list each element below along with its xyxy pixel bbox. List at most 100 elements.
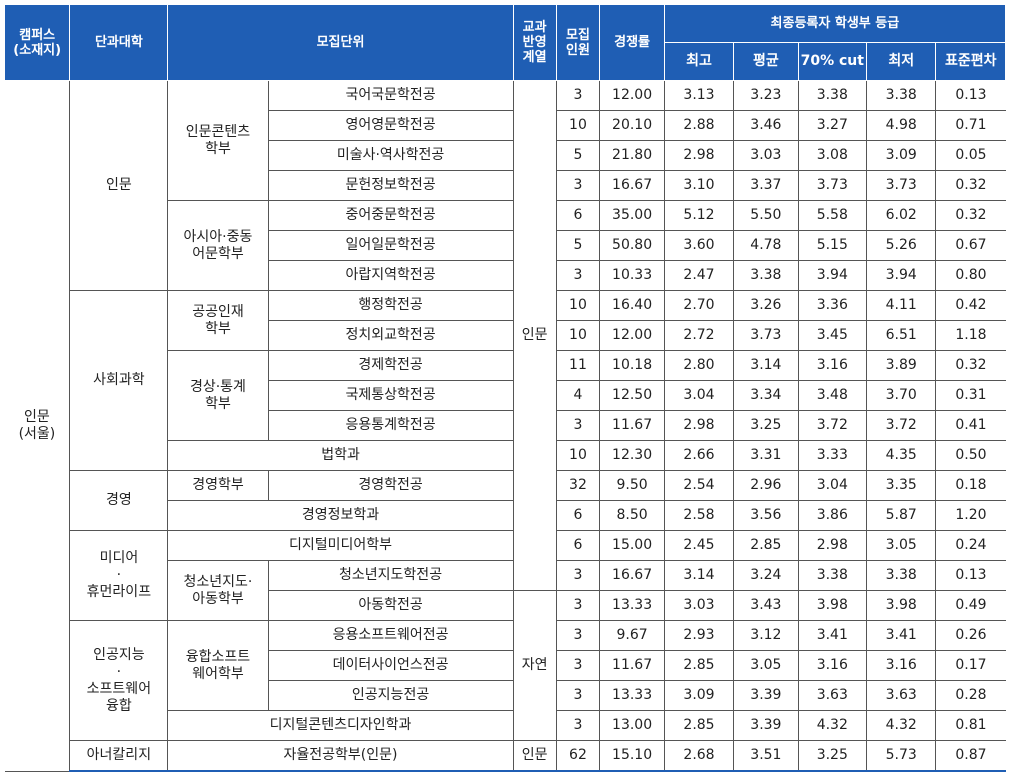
best-cell: 2.88 xyxy=(663,110,735,141)
avg-cell: 3.34 xyxy=(733,380,799,411)
avg-cell: 3.31 xyxy=(733,440,799,471)
sd-cell: 0.87 xyxy=(935,740,1006,772)
table-row: 아너칼리지 자율전공학부(인문) 인문 62 15.10 2.68 3.51 3… xyxy=(5,740,1006,772)
sd-cell: 0.31 xyxy=(935,380,1006,411)
competition-cell: 12.00 xyxy=(599,80,665,111)
cut70-cell: 3.16 xyxy=(797,650,867,681)
sd-cell: 0.67 xyxy=(935,230,1006,261)
unit-cell: 디지털콘텐츠디자인학과 xyxy=(167,710,514,741)
cut70-cell: 3.04 xyxy=(797,470,867,501)
sd-cell: 0.26 xyxy=(935,620,1006,651)
unit-cell: 국제통상학전공 xyxy=(267,380,514,411)
worst-cell: 5.87 xyxy=(865,500,937,531)
best-cell: 3.13 xyxy=(663,80,735,111)
best-cell: 2.66 xyxy=(663,440,735,471)
sd-cell: 0.32 xyxy=(935,350,1006,381)
best-cell: 2.98 xyxy=(663,410,735,441)
quota-cell: 10 xyxy=(555,290,601,321)
cut70-cell: 3.38 xyxy=(797,560,867,591)
best-cell: 5.12 xyxy=(663,200,735,231)
unit-cell: 응용소프트웨어전공 xyxy=(267,620,514,651)
unit-cell: 정치외교학전공 xyxy=(267,320,514,351)
track-humanities: 인문 xyxy=(512,80,557,591)
college-social-science: 사회과학 xyxy=(69,290,169,471)
header-cut70: 70% cut xyxy=(797,42,867,81)
sd-cell: 1.20 xyxy=(935,500,1006,531)
quota-cell: 5 xyxy=(555,140,601,171)
competition-cell: 11.67 xyxy=(599,650,665,681)
best-cell: 2.47 xyxy=(663,260,735,291)
unit-cell: 디지털미디어학부 xyxy=(167,530,514,561)
cut70-cell: 3.25 xyxy=(797,740,867,772)
worst-cell: 3.72 xyxy=(865,410,937,441)
unit-cell: 문헌정보학전공 xyxy=(267,170,514,201)
campus-cell: 인문 (서울) xyxy=(4,80,71,772)
avg-cell: 3.14 xyxy=(733,350,799,381)
avg-cell: 3.56 xyxy=(733,500,799,531)
best-cell: 2.72 xyxy=(663,320,735,351)
best-cell: 3.09 xyxy=(663,680,735,711)
competition-cell: 16.40 xyxy=(599,290,665,321)
table-row: 미디어 · 휴먼라이프 디지털미디어학부 6 15.00 2.45 2.85 2.9… xyxy=(5,530,1006,621)
quota-cell: 3 xyxy=(555,650,601,681)
competition-cell: 35.00 xyxy=(599,200,665,231)
best-cell: 2.98 xyxy=(663,140,735,171)
track-honors: 인문 xyxy=(512,740,557,772)
avg-cell: 3.73 xyxy=(733,320,799,351)
competition-cell: 9.67 xyxy=(599,620,665,651)
unit-cell: 중어중문학전공 xyxy=(267,200,514,231)
sd-cell: 0.49 xyxy=(935,590,1006,621)
avg-cell: 3.39 xyxy=(733,710,799,741)
avg-cell: 3.23 xyxy=(733,80,799,111)
unit-cell: 응용통계학전공 xyxy=(267,410,514,441)
header-campus: 캠퍼스 (소재지) xyxy=(3,4,71,81)
header-grades: 최종등록자 학생부 등급 xyxy=(663,4,1007,43)
header-sd: 표준편차 xyxy=(935,42,1006,81)
table-row: 경영정보학과 6 8.50 2.58 3.56 3.86 5.87 1.20 xyxy=(5,500,1006,531)
avg-cell: 3.37 xyxy=(733,170,799,201)
avg-cell: 3.39 xyxy=(733,680,799,711)
unit-cell: 법학과 xyxy=(167,440,514,471)
competition-cell: 21.80 xyxy=(599,140,665,171)
best-cell: 2.85 xyxy=(663,650,735,681)
avg-cell: 3.12 xyxy=(733,620,799,651)
cut70-cell: 3.73 xyxy=(797,170,867,201)
sd-cell: 0.41 xyxy=(935,410,1006,441)
best-cell: 3.60 xyxy=(663,230,735,261)
best-cell: 2.68 xyxy=(663,740,735,772)
cut70-cell: 3.48 xyxy=(797,380,867,411)
competition-cell: 11.67 xyxy=(599,410,665,441)
quota-cell: 32 xyxy=(555,470,601,501)
quota-cell: 11 xyxy=(555,350,601,381)
worst-cell: 3.63 xyxy=(865,680,937,711)
header-avg: 평균 xyxy=(733,42,799,81)
best-cell: 2.58 xyxy=(663,500,735,531)
worst-cell: 5.26 xyxy=(865,230,937,261)
unit-cell: 미술사·역사학전공 xyxy=(267,140,514,171)
division-business: 경영학부 xyxy=(167,470,269,501)
avg-cell: 3.51 xyxy=(733,740,799,772)
avg-cell: 2.96 xyxy=(733,470,799,501)
cut70-cell: 3.33 xyxy=(797,440,867,471)
worst-cell: 5.73 xyxy=(865,740,937,772)
header-competition: 경쟁률 xyxy=(599,4,665,81)
worst-cell: 3.35 xyxy=(865,470,937,501)
competition-cell: 15.00 xyxy=(599,530,665,561)
best-cell: 2.45 xyxy=(663,530,735,561)
unit-cell: 아동학전공 xyxy=(267,590,514,621)
best-cell: 3.03 xyxy=(663,590,735,621)
cut70-cell: 3.63 xyxy=(797,680,867,711)
table-row: 일어일문학전공 5 50.80 3.60 4.78 5.15 5.26 0.67 xyxy=(5,230,1006,261)
college-ai-software: 인공지능 · 소프트웨어 융합 xyxy=(69,620,169,741)
sd-cell: 0.28 xyxy=(935,680,1006,711)
competition-cell: 13.33 xyxy=(599,680,665,711)
unit-cell: 경제학전공 xyxy=(267,350,514,381)
cut70-cell: 3.38 xyxy=(797,80,867,111)
sd-cell: 0.13 xyxy=(935,80,1006,111)
worst-cell: 3.38 xyxy=(865,560,937,591)
avg-cell: 4.78 xyxy=(733,230,799,261)
quota-cell: 10 xyxy=(555,320,601,351)
table-row: 인공지능 · 소프트웨어 융합 융합소프트 웨어학부 응용소프트웨어전공 3 9.67 … xyxy=(5,620,1006,741)
quota-cell: 3 xyxy=(555,710,601,741)
worst-cell: 4.35 xyxy=(865,440,937,471)
